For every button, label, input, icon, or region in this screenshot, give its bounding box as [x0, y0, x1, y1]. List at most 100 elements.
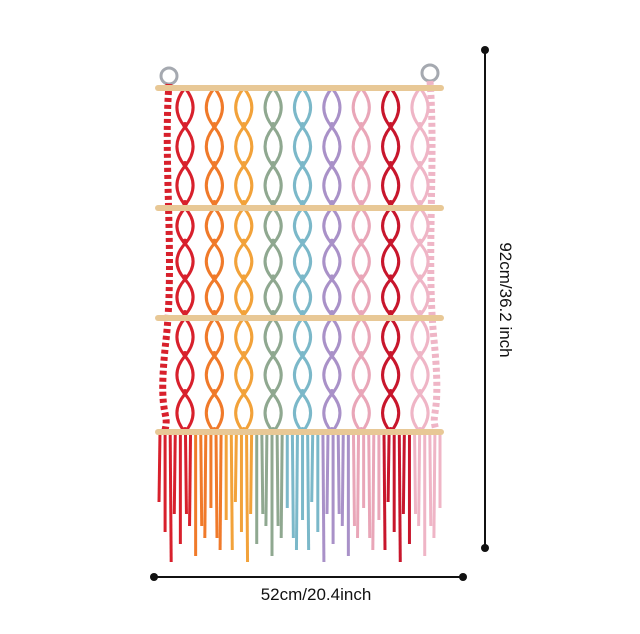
- net-cord: [381, 278, 401, 317]
- net-cord: [234, 278, 254, 317]
- net-cord: [322, 393, 342, 433]
- fringe-strand: [168, 431, 173, 563]
- wooden-rods: [155, 85, 444, 435]
- net-cord: [351, 317, 371, 357]
- fringe-strand: [371, 431, 376, 551]
- fringe-strand: [310, 431, 315, 503]
- fringe-strand: [397, 431, 402, 563]
- fringe-strand: [382, 431, 387, 551]
- net-cord: [263, 317, 283, 357]
- net-cord: [234, 355, 254, 395]
- net-cord: [381, 317, 401, 357]
- net-cord: [381, 355, 401, 395]
- net-cord: [322, 165, 342, 206]
- net-cord: [351, 87, 371, 128]
- net-cord: [292, 242, 313, 281]
- net-cord: [204, 317, 224, 357]
- fringe-strand: [294, 431, 299, 551]
- knot: [270, 200, 277, 206]
- knot: [387, 200, 394, 206]
- net-cord: [292, 206, 313, 245]
- wooden-rod: [155, 315, 444, 321]
- net-cord: [292, 393, 313, 433]
- hanging-rings: [159, 63, 440, 86]
- net-cord: [292, 278, 313, 317]
- net-cord: [410, 126, 430, 167]
- net-cord: [204, 278, 224, 317]
- net-cord: [351, 206, 371, 245]
- left-ring-icon: [159, 66, 179, 86]
- net-cord: [175, 355, 195, 395]
- net-cord: [263, 126, 283, 167]
- net-cord: [175, 165, 195, 206]
- side-cords: [159, 80, 441, 432]
- height-dimension-top-dot: [481, 46, 489, 54]
- fringe-strand: [188, 431, 193, 527]
- knot: [270, 310, 277, 316]
- net-cord: [175, 242, 195, 281]
- net-cord: [381, 393, 401, 433]
- knot: [240, 200, 247, 206]
- fringe-strand: [264, 431, 269, 527]
- fringe-strand: [356, 431, 361, 539]
- fringe-strand: [351, 431, 356, 527]
- net-cord: [175, 126, 195, 167]
- net-cord: [204, 242, 224, 281]
- net-cord: [322, 206, 342, 245]
- net-cord: [175, 206, 195, 245]
- right-side-cord: [426, 80, 441, 432]
- net-cord: [234, 165, 254, 206]
- net-cord: [292, 165, 313, 206]
- net-cord: [381, 242, 401, 281]
- net-cord: [351, 126, 371, 167]
- net-cord: [292, 87, 313, 128]
- knot: [211, 310, 218, 316]
- fringe-strand: [401, 431, 406, 515]
- net-cord: [351, 393, 371, 433]
- fringe-strand: [157, 431, 162, 503]
- fringe-strand: [428, 431, 433, 527]
- knot: [328, 200, 335, 206]
- knot: [182, 200, 188, 206]
- net-cord: [322, 242, 342, 281]
- macrame-fringe: [157, 431, 442, 563]
- knot: [358, 310, 365, 316]
- net-cord: [292, 355, 313, 395]
- left-side-cord: [159, 83, 173, 431]
- net-cord: [322, 87, 342, 128]
- net-cord: [263, 206, 283, 245]
- net-cord: [263, 242, 283, 281]
- net-cord: [204, 126, 224, 167]
- fringe-strand: [199, 431, 204, 527]
- fringe-strand: [321, 431, 326, 563]
- height-label: 92cm/36.2 inch: [496, 242, 515, 358]
- knot: [299, 310, 306, 316]
- net-cord: [410, 87, 430, 128]
- width-dimension-right-dot: [459, 573, 467, 581]
- fringe-strand: [245, 431, 250, 563]
- fringe-strand: [218, 431, 223, 551]
- height-dimension-bottom-dot: [481, 544, 489, 552]
- net-cord: [410, 165, 430, 206]
- knot: [182, 310, 188, 316]
- fringe-strand: [249, 431, 254, 515]
- fringe-strand: [229, 431, 234, 551]
- net-cord: [381, 87, 401, 128]
- net-cord: [263, 165, 283, 206]
- knot: [417, 310, 423, 316]
- fringe-strand: [203, 431, 208, 539]
- wooden-rod: [155, 205, 444, 211]
- fringe-strand: [172, 431, 177, 515]
- net-cord: [381, 206, 401, 245]
- height-dimension: [481, 46, 489, 552]
- net-cord: [410, 355, 430, 395]
- net-cord: [234, 87, 254, 128]
- fringe-strand: [279, 431, 284, 539]
- net-cord: [263, 87, 283, 128]
- fringe-strand: [183, 431, 188, 515]
- fringe-strand: [432, 431, 437, 539]
- fringe-strand: [325, 431, 330, 515]
- knot: [417, 200, 423, 206]
- macrame-net: [175, 87, 430, 433]
